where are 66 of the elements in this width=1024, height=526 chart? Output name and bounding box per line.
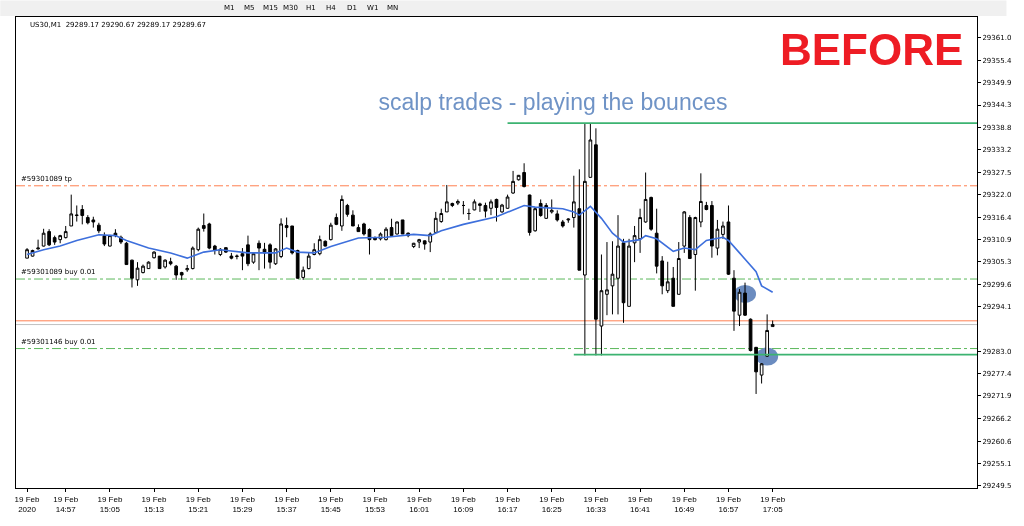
candlestick: [511, 170, 515, 195]
candlestick: [588, 123, 593, 178]
annotation: BEFORE: [780, 25, 964, 74]
candlestick: [146, 260, 151, 270]
candlestick: [605, 241, 609, 316]
candlestick: [411, 242, 416, 249]
candlestick: [467, 208, 471, 221]
x-tick-label: 19 Feb 15:45: [318, 494, 344, 514]
candlestick: [765, 313, 769, 358]
x-tick-label: 19 Feb 2020: [14, 494, 41, 514]
x-tick-label: 19 Feb 15:37: [274, 494, 300, 514]
candlestick: [229, 252, 234, 260]
candlestick: [130, 259, 134, 288]
candlestick: [417, 238, 422, 249]
x-tick-label: 19 Feb 15:13: [141, 494, 168, 514]
x-tick-label: 19 Feb 14:57: [53, 494, 79, 514]
candlestick: [351, 209, 355, 227]
candlestick: [770, 320, 775, 328]
candlestick: [174, 264, 179, 281]
candlestick: [455, 198, 460, 206]
x-tick-label: 19 Feb 16:33: [583, 494, 609, 514]
candlestick: [328, 222, 333, 241]
candlestick: [489, 198, 493, 216]
candlestick: [555, 209, 560, 223]
candlestick: [108, 234, 112, 247]
x-tick-label: 19 Feb 16:41: [627, 494, 654, 514]
candlestick: [583, 123, 587, 356]
candlestick: [759, 362, 764, 385]
candlestick: [179, 272, 184, 281]
x-tick-label: 19 Feb 16:01: [406, 494, 433, 514]
candlestick: [616, 214, 620, 315]
candlestick: [168, 257, 173, 266]
candlestick: [69, 194, 74, 227]
x-tick-label: 19 Feb 15:29: [229, 494, 256, 514]
x-tick-label: 19 Feb 16:57: [716, 494, 742, 514]
candlestick: [63, 225, 68, 239]
candlestick: [25, 247, 29, 259]
x-tick-label: 19 Feb 17:05: [760, 494, 786, 514]
x-tick-label: 19 Feb 15:21: [185, 494, 212, 514]
candlestick: [549, 198, 554, 215]
candlestick: [152, 250, 156, 260]
candlestick: [682, 210, 687, 254]
x-tick-label: 19 Feb 16:49: [671, 494, 698, 514]
candlestick: [334, 213, 339, 226]
candlestick: [356, 223, 361, 233]
candlestick: [185, 264, 190, 273]
x-tick-label: 19 Feb 16:17: [495, 494, 521, 514]
candlestick: [560, 219, 565, 229]
candlestick: [306, 252, 311, 270]
candlestick: [566, 217, 571, 224]
candlestick: [676, 241, 681, 295]
candlestick: [36, 239, 40, 251]
candlestick: [124, 241, 129, 266]
x-tick-label: 19 Feb 15:05: [97, 494, 123, 514]
candlestick: [610, 240, 615, 315]
text: scalp trades - playing the bounces: [378, 89, 728, 116]
candlestick: [461, 200, 466, 215]
x-tick-label: 19 Feb 15:53: [362, 494, 388, 514]
x-tick-label: 19 Feb 16:09: [450, 494, 477, 514]
candlestick: [102, 231, 107, 247]
x-tick-label: 19 Feb 16:25: [539, 494, 565, 514]
candlestick: [732, 269, 736, 332]
candlestick: [472, 198, 477, 211]
candlestick: [257, 239, 261, 271]
candlestick: [96, 222, 101, 234]
candlestick: [505, 194, 510, 210]
